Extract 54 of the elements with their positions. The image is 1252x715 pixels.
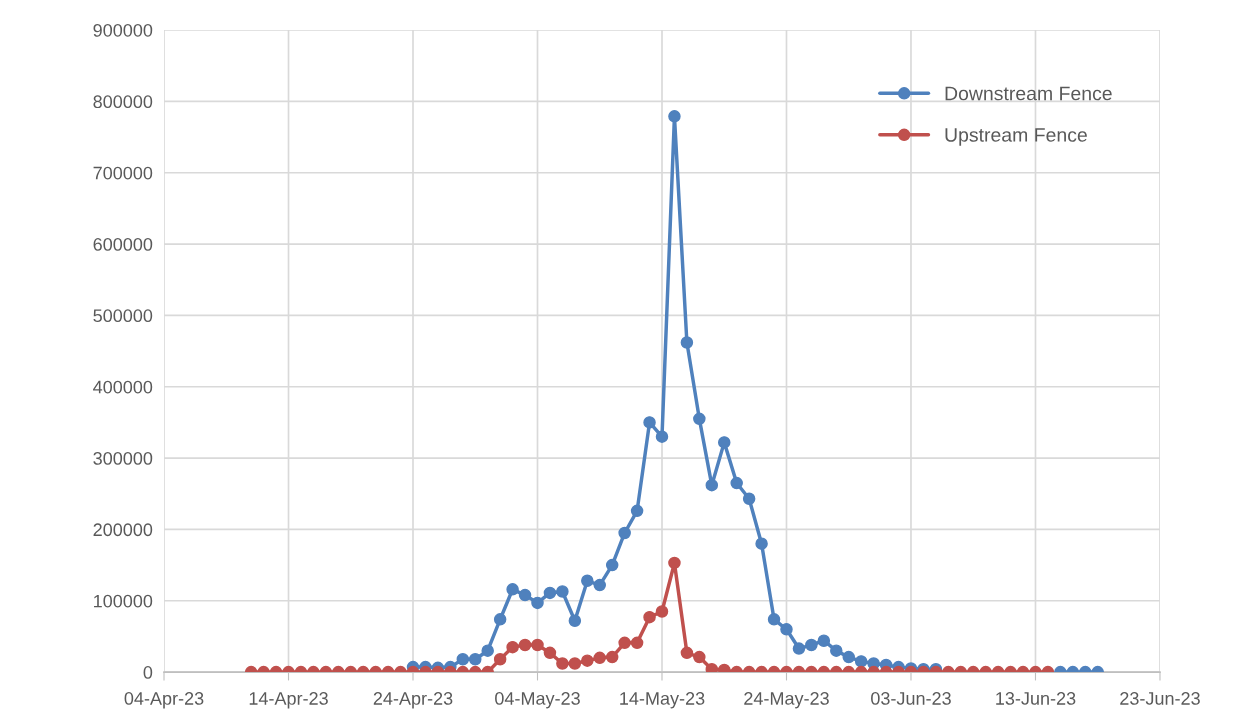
y-tick-label: 400000 xyxy=(93,380,153,394)
point xyxy=(556,585,569,598)
y-tick-label: 500000 xyxy=(93,309,153,323)
y-tick-label: 900000 xyxy=(93,23,153,37)
point xyxy=(668,110,681,123)
point xyxy=(730,476,743,490)
point xyxy=(469,653,482,666)
point xyxy=(493,613,507,626)
y-tick-label: 800000 xyxy=(93,95,153,109)
y-tick-label: 300000 xyxy=(93,452,153,465)
point xyxy=(780,623,793,636)
x-tick-label: 03-Jun-23 xyxy=(871,692,951,705)
legend-label: Downstream Fence xyxy=(945,86,1112,101)
point xyxy=(506,583,519,596)
point xyxy=(543,586,557,600)
point xyxy=(693,412,706,426)
point xyxy=(717,436,731,449)
point xyxy=(742,492,756,505)
point xyxy=(767,613,781,626)
x-tick-label: 23-Jun-23 xyxy=(1120,692,1200,705)
point xyxy=(456,653,470,666)
point xyxy=(481,644,494,657)
x-tick-label: 04-May-23 xyxy=(495,692,580,709)
x-tick-label: 13-Jun-23 xyxy=(996,692,1076,705)
point xyxy=(643,416,656,429)
x-tick-label: 14-Apr-23 xyxy=(249,692,328,709)
point xyxy=(593,578,606,592)
point xyxy=(618,526,631,540)
point xyxy=(705,478,719,492)
x-tick-label: 04-Apr-23 xyxy=(124,692,204,709)
point xyxy=(518,588,532,602)
point xyxy=(581,574,594,588)
point xyxy=(605,558,619,572)
point xyxy=(755,537,768,550)
point xyxy=(792,642,806,655)
point xyxy=(817,634,831,647)
point xyxy=(854,655,868,668)
x-tick-label: 24-Apr-23 xyxy=(373,692,453,709)
x-tick-label: 14-May-23 xyxy=(620,692,705,709)
point xyxy=(630,504,644,518)
point xyxy=(680,336,694,349)
point xyxy=(655,430,669,443)
y-tick-label: 100000 xyxy=(94,594,153,608)
y-tick-label: 700000 xyxy=(93,166,153,180)
point xyxy=(568,614,582,627)
y-tick-label: 600000 xyxy=(93,237,153,251)
legend-label: Upstream Fence xyxy=(945,128,1087,146)
point xyxy=(830,644,843,657)
y-tick-label: 0 xyxy=(143,666,153,679)
point xyxy=(531,596,544,610)
x-tick-label: 24-May-23 xyxy=(744,692,829,709)
point xyxy=(805,638,818,652)
y-tick-label: 200000 xyxy=(93,523,153,537)
point xyxy=(842,650,855,664)
